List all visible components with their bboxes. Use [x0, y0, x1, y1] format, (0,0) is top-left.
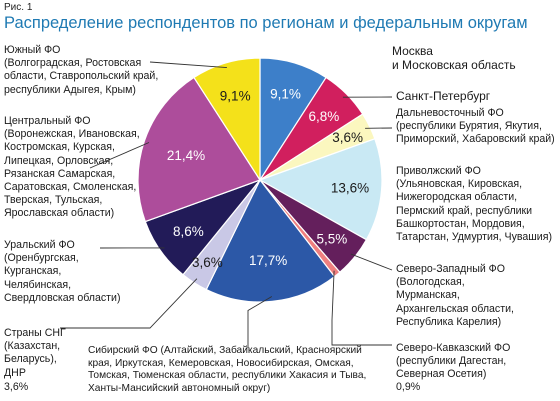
legend-label-far-east: Дальневосточный ФО (республики Бурятия, … — [396, 107, 555, 146]
legend-label-siberia: Сибирский ФО (Алтайский, Забайкальский, … — [88, 345, 367, 394]
leader-line-slice-11 — [149, 61, 227, 69]
value-label-slice-2: 6,8% — [309, 109, 340, 124]
legend-label-central: Центральный ФО (Воронежская, Ивановская,… — [4, 115, 140, 220]
value-label-slice-9: 8,6% — [173, 224, 204, 239]
value-label-slice-4: 13,6% — [331, 181, 369, 196]
leader-line-slice-7 — [247, 296, 273, 348]
legend-label-northwest: Северо-Западный ФО (Вологодская, Мурманс… — [396, 263, 514, 328]
legend-label-spb: Санкт-Петербург — [396, 89, 491, 103]
legend-label-south: Южный ФО (Волгоградская, Ростовская обла… — [4, 44, 159, 96]
value-label-slice-10: 21,4% — [167, 148, 205, 163]
value-label-slice-3: 3,6% — [332, 130, 363, 145]
figure-label: Рис. 1 — [4, 2, 33, 13]
pie-slice-7 — [205, 178, 336, 303]
legend-label-moscow: Москва и Московская область — [392, 44, 516, 72]
value-label-slice-1: 9,1% — [270, 86, 301, 101]
pie-slice-11 — [193, 57, 261, 183]
value-label-slice-8: 3,6% — [192, 255, 223, 270]
value-label-slice-11: 9,1% — [220, 89, 251, 104]
pie-slice-10 — [137, 76, 261, 223]
leader-line-slice-10 — [89, 142, 150, 169]
legend-label-north-caucasus: Северо-Кавказский ФО (республики Дагеста… — [396, 342, 511, 381]
value-label-cis: 3,6% — [4, 381, 29, 393]
legend-label-volga: Приволжский ФО (Ульяновская, Кировская, … — [396, 165, 552, 244]
leader-line-slice-6 — [331, 270, 392, 346]
leader-line-slice-5 — [350, 253, 393, 271]
value-label-slice-5: 5,5% — [317, 232, 348, 247]
pie-slice-4 — [258, 138, 383, 241]
legend-label-ural: Уральский ФО (Оренбургская, Курганская, … — [4, 239, 121, 304]
leader-line-slice-8 — [60, 278, 198, 329]
chart-title: Распределение респондентов по регионам и… — [4, 14, 528, 32]
value-label-slice-7: 17,7% — [249, 253, 287, 268]
value-label-north-caucasus: 0,9% — [396, 381, 421, 393]
legend-label-cis: Страны СНГ (Казахстан, Беларусь), ДНР — [4, 327, 66, 379]
